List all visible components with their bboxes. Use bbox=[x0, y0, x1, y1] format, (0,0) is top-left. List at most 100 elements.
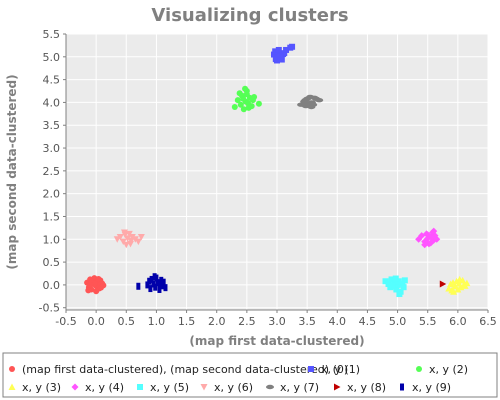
data-point bbox=[127, 240, 135, 248]
data-point bbox=[91, 280, 98, 287]
series-7 bbox=[297, 94, 324, 110]
data-point bbox=[255, 100, 262, 107]
x-tick-label: 4.0 bbox=[329, 315, 347, 328]
data-point bbox=[157, 285, 162, 293]
series-0 bbox=[84, 275, 107, 295]
data-point bbox=[145, 281, 150, 289]
data-point bbox=[163, 284, 168, 292]
data-point bbox=[430, 227, 438, 235]
data-point bbox=[454, 285, 462, 293]
data-point bbox=[236, 90, 243, 97]
data-point bbox=[310, 95, 319, 101]
legend-item[interactable]: x, y (4) bbox=[71, 381, 125, 394]
data-point bbox=[136, 282, 141, 290]
data-point bbox=[392, 275, 399, 282]
data-point bbox=[131, 236, 139, 243]
y-tick-label: 0.0 bbox=[43, 279, 61, 292]
data-point bbox=[388, 276, 395, 283]
data-point bbox=[433, 235, 441, 243]
series-9 bbox=[136, 273, 168, 293]
data-point bbox=[243, 91, 250, 98]
data-point bbox=[272, 48, 279, 55]
series-3 bbox=[445, 275, 471, 295]
legend-label: x, y (4) bbox=[85, 381, 124, 394]
legend-marker-icon bbox=[200, 384, 208, 391]
data-point bbox=[307, 104, 316, 110]
data-point bbox=[116, 234, 124, 241]
legend-item[interactable]: x, y (7) bbox=[266, 381, 319, 394]
data-point bbox=[237, 101, 244, 108]
data-point bbox=[161, 278, 166, 286]
data-point bbox=[382, 278, 389, 285]
data-point bbox=[245, 104, 252, 111]
legend-marker-icon bbox=[308, 366, 314, 372]
series-5 bbox=[382, 275, 408, 298]
legend-item[interactable]: x, y (5) bbox=[137, 381, 189, 394]
data-point bbox=[393, 286, 400, 293]
legend-item[interactable]: x, y (1) bbox=[308, 363, 360, 376]
data-points bbox=[84, 43, 471, 298]
y-tick-label: 1.5 bbox=[43, 210, 61, 223]
legend-marker-icon bbox=[400, 383, 404, 391]
data-point bbox=[301, 97, 310, 103]
y-tick-label: 1.0 bbox=[43, 233, 61, 246]
series-1 bbox=[270, 43, 296, 64]
x-tick-label: 5.0 bbox=[389, 315, 407, 328]
data-point bbox=[391, 279, 398, 286]
legend-item[interactable]: x, y (6) bbox=[200, 381, 254, 394]
legend-item[interactable]: x, y (9) bbox=[400, 381, 451, 394]
x-tick-label: 2.5 bbox=[238, 315, 256, 328]
legend-label: x, y (7) bbox=[280, 381, 319, 394]
legend-label: x, y (8) bbox=[347, 381, 386, 394]
chart-title: Visualizing clusters bbox=[151, 5, 348, 26]
data-point bbox=[240, 106, 247, 113]
legend-marker-icon bbox=[8, 383, 16, 390]
x-tick-label: 3.5 bbox=[298, 315, 316, 328]
axes: -0.5 0.0 0.5 1.0 1.5 2.0 2.5 3.0 3.5 4.0 4.5 5.0 5.5… bbox=[39, 28, 497, 328]
legend-item[interactable]: x, y (8) bbox=[334, 381, 386, 394]
legend-marker-icon bbox=[71, 383, 79, 391]
x-tick-label: 1.5 bbox=[178, 315, 196, 328]
x-axis-label: (map first data-clustered) bbox=[189, 334, 364, 348]
legend-box bbox=[2, 352, 498, 398]
legend-marker-icon bbox=[137, 384, 143, 390]
legend-item[interactable]: (map first data-clustered), (map second … bbox=[9, 363, 348, 376]
data-point bbox=[234, 97, 241, 104]
data-point bbox=[85, 287, 92, 294]
x-tick-label: 0.5 bbox=[118, 315, 136, 328]
series-2 bbox=[231, 85, 262, 113]
data-point bbox=[128, 234, 136, 241]
legend-item[interactable]: x, y (3) bbox=[8, 381, 62, 394]
data-point bbox=[93, 288, 100, 295]
legend-label: x, y (1) bbox=[321, 363, 360, 376]
y-tick-label: 3.0 bbox=[43, 142, 61, 155]
y-tick-label: 3.5 bbox=[43, 119, 61, 132]
y-tick-label: 2.5 bbox=[43, 165, 61, 178]
y-axis-label: (map second data-clustered) bbox=[5, 74, 19, 269]
data-point bbox=[396, 291, 403, 298]
legend-label: x, y (3) bbox=[22, 381, 61, 394]
data-point bbox=[242, 85, 249, 92]
data-point bbox=[283, 46, 290, 53]
series-8 bbox=[439, 280, 447, 288]
data-point bbox=[421, 241, 429, 249]
data-point bbox=[148, 285, 153, 293]
data-point bbox=[385, 280, 392, 287]
x-tick-label: 6.0 bbox=[449, 315, 467, 328]
data-point bbox=[461, 282, 469, 289]
data-point bbox=[399, 280, 406, 287]
data-point bbox=[281, 50, 288, 57]
y-tick-label: -0.5 bbox=[39, 302, 60, 315]
data-point bbox=[275, 46, 282, 53]
data-point bbox=[149, 275, 154, 283]
x-tick-label: 2.0 bbox=[208, 315, 226, 328]
data-point bbox=[451, 282, 459, 290]
data-point bbox=[231, 103, 238, 110]
data-point bbox=[450, 288, 458, 295]
legend-item[interactable]: x, y (2) bbox=[416, 363, 468, 376]
x-tick-label: 3.0 bbox=[268, 315, 286, 328]
y-tick-label: 5.0 bbox=[43, 51, 61, 64]
x-tick-label: 1.0 bbox=[148, 315, 166, 328]
